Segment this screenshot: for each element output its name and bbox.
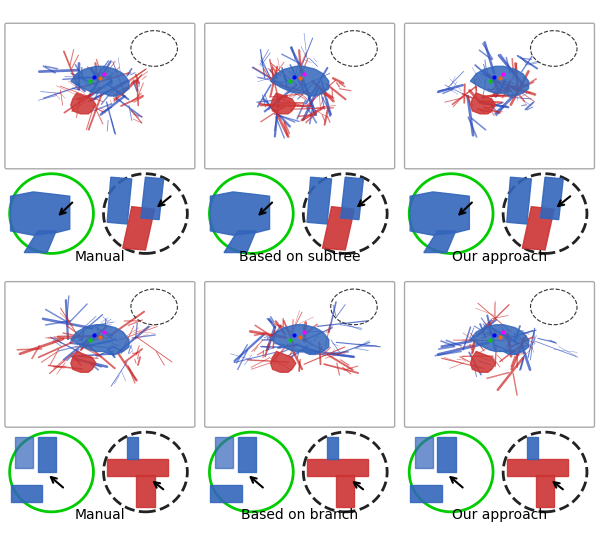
- Polygon shape: [24, 231, 56, 252]
- Polygon shape: [271, 93, 296, 114]
- Polygon shape: [271, 351, 296, 372]
- FancyBboxPatch shape: [205, 282, 395, 427]
- Polygon shape: [71, 325, 129, 355]
- Polygon shape: [307, 459, 368, 477]
- Polygon shape: [341, 177, 364, 220]
- Polygon shape: [470, 351, 496, 372]
- Circle shape: [503, 432, 587, 512]
- Circle shape: [503, 174, 587, 254]
- FancyBboxPatch shape: [5, 23, 195, 169]
- Circle shape: [409, 174, 493, 254]
- Polygon shape: [224, 231, 256, 252]
- Circle shape: [104, 432, 187, 512]
- Polygon shape: [271, 325, 329, 355]
- Circle shape: [209, 174, 293, 254]
- Polygon shape: [470, 66, 529, 96]
- Text: Our approach: Our approach: [452, 250, 547, 264]
- Polygon shape: [470, 325, 529, 355]
- Circle shape: [304, 432, 387, 512]
- FancyBboxPatch shape: [5, 282, 195, 427]
- Polygon shape: [507, 177, 532, 224]
- Polygon shape: [424, 231, 455, 252]
- Polygon shape: [211, 192, 269, 235]
- Polygon shape: [238, 437, 256, 472]
- Polygon shape: [71, 66, 129, 96]
- Polygon shape: [470, 93, 496, 114]
- Polygon shape: [11, 485, 43, 502]
- Polygon shape: [541, 177, 563, 220]
- Polygon shape: [211, 485, 242, 502]
- Polygon shape: [307, 177, 332, 224]
- Polygon shape: [107, 177, 132, 224]
- Polygon shape: [415, 437, 433, 468]
- Polygon shape: [122, 207, 155, 250]
- FancyBboxPatch shape: [404, 23, 595, 169]
- Polygon shape: [536, 475, 554, 506]
- Polygon shape: [507, 459, 568, 477]
- Text: Manual: Manual: [74, 250, 125, 264]
- Polygon shape: [410, 192, 469, 235]
- Polygon shape: [215, 437, 233, 468]
- Text: Based on subtree: Based on subtree: [239, 250, 361, 264]
- Text: Manual: Manual: [74, 508, 125, 522]
- Polygon shape: [327, 437, 338, 459]
- Circle shape: [304, 174, 387, 254]
- Polygon shape: [522, 207, 554, 250]
- Circle shape: [10, 432, 94, 512]
- Circle shape: [10, 174, 94, 254]
- FancyBboxPatch shape: [404, 282, 595, 427]
- Polygon shape: [336, 475, 355, 506]
- Polygon shape: [410, 485, 442, 502]
- Text: Our approach: Our approach: [452, 508, 547, 522]
- Polygon shape: [11, 192, 70, 235]
- Polygon shape: [127, 437, 138, 459]
- Polygon shape: [71, 93, 96, 114]
- FancyBboxPatch shape: [205, 23, 395, 169]
- Text: Based on branch: Based on branch: [241, 508, 358, 522]
- Polygon shape: [271, 66, 329, 96]
- Polygon shape: [15, 437, 34, 468]
- Polygon shape: [107, 459, 168, 477]
- Polygon shape: [437, 437, 455, 472]
- Polygon shape: [38, 437, 56, 472]
- Polygon shape: [71, 351, 96, 372]
- Circle shape: [409, 432, 493, 512]
- Polygon shape: [136, 475, 155, 506]
- Polygon shape: [141, 177, 164, 220]
- Circle shape: [209, 432, 293, 512]
- Polygon shape: [527, 437, 538, 459]
- Circle shape: [104, 174, 187, 254]
- Polygon shape: [322, 207, 355, 250]
